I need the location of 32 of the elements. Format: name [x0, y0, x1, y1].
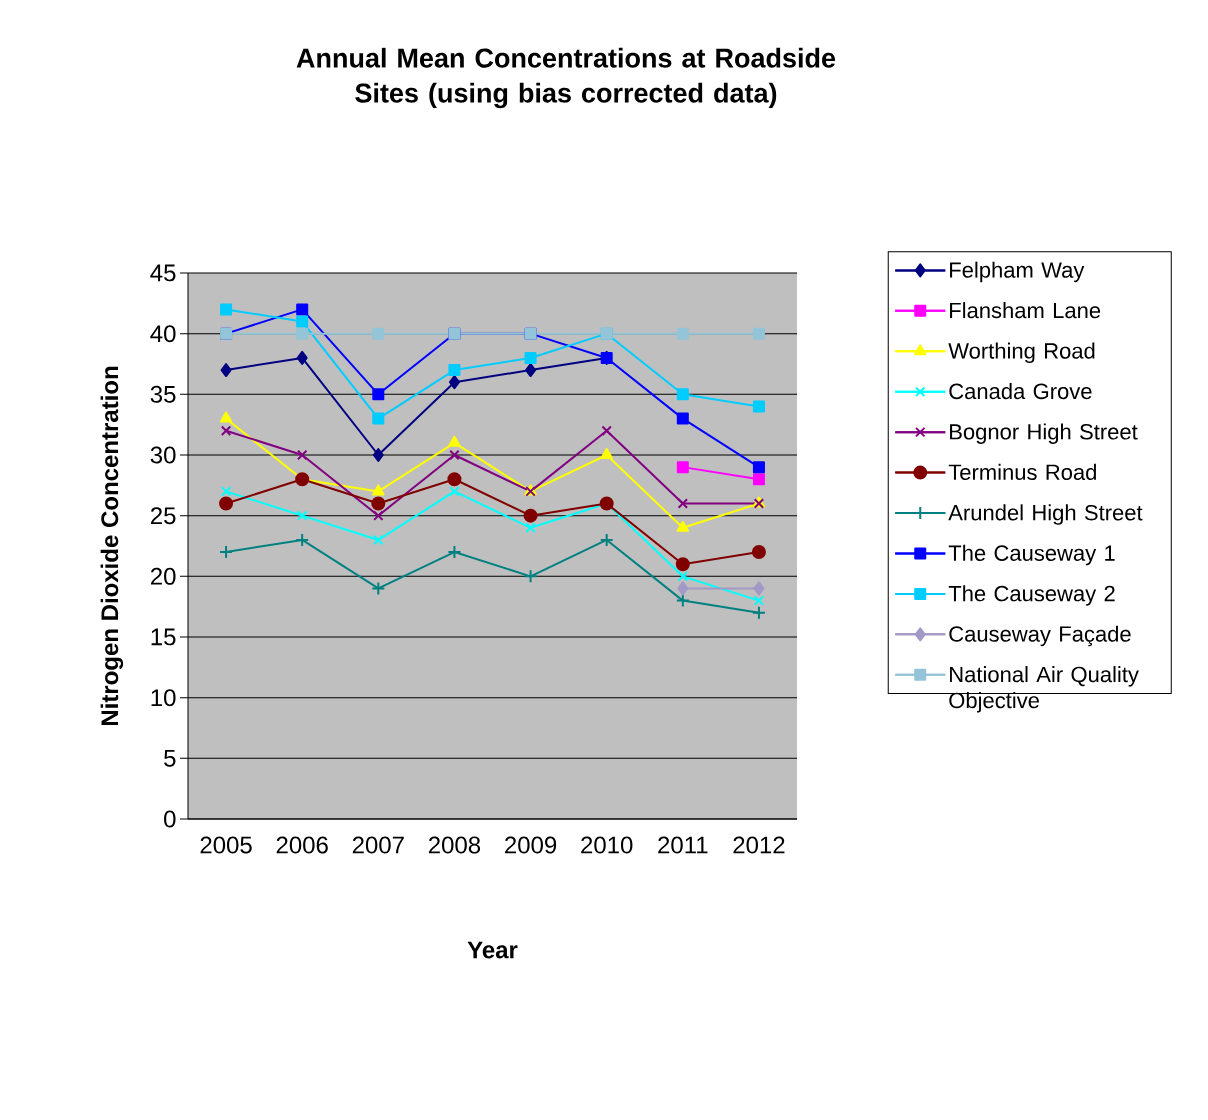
legend-label: Causeway Façade [949, 625, 1131, 647]
legend-label: Flansham Lane [950, 302, 1101, 319]
y-tick-label: 45 [150, 264, 176, 282]
legend-label: National Air Quality Objective [949, 666, 1139, 713]
y-tick-label: 30 [150, 446, 176, 464]
x-tick-label: 2010 [581, 836, 633, 854]
x-tick-label: 2011 [658, 836, 708, 854]
x-tick-label: 2005 [200, 836, 252, 854]
legend-label: Arundel High Street [948, 504, 1143, 525]
y-axis-title: Nitrogen Dioxide Concentration [100, 366, 124, 726]
legend-label: Terminus Road [948, 463, 1096, 481]
y-tick-label: 40 [150, 325, 176, 343]
legend-label: Worthing Road [948, 342, 1095, 364]
y-tick-label: 25 [150, 507, 176, 525]
y-tick-label: 5 [164, 749, 176, 767]
y-tick-label: 0 [164, 810, 176, 828]
legend-label: Canada Grove [949, 382, 1092, 400]
x-tick-label: 2008 [428, 836, 481, 854]
legend-label: The Causeway 2 [948, 585, 1115, 606]
x-tick-label: 2009 [505, 836, 557, 854]
legend-label: Felpham Way [950, 261, 1085, 283]
y-tick-label: 35 [150, 385, 176, 403]
chart-title: Annual Mean Concentrations at Roadside Sites (using bias corrected data) [296, 47, 836, 109]
y-tick-label: 20 [150, 567, 176, 585]
x-tick-label: 2006 [276, 836, 328, 854]
x-axis-title: Year [467, 941, 518, 959]
legend-label: The Causeway 1 [948, 544, 1115, 566]
legend-label: Bognor High Street [950, 423, 1138, 444]
x-tick-label: 2007 [352, 836, 404, 854]
y-tick-label: 10 [151, 689, 176, 707]
y-tick-label: 15 [151, 628, 176, 646]
x-tick-label: 2012 [733, 836, 785, 854]
